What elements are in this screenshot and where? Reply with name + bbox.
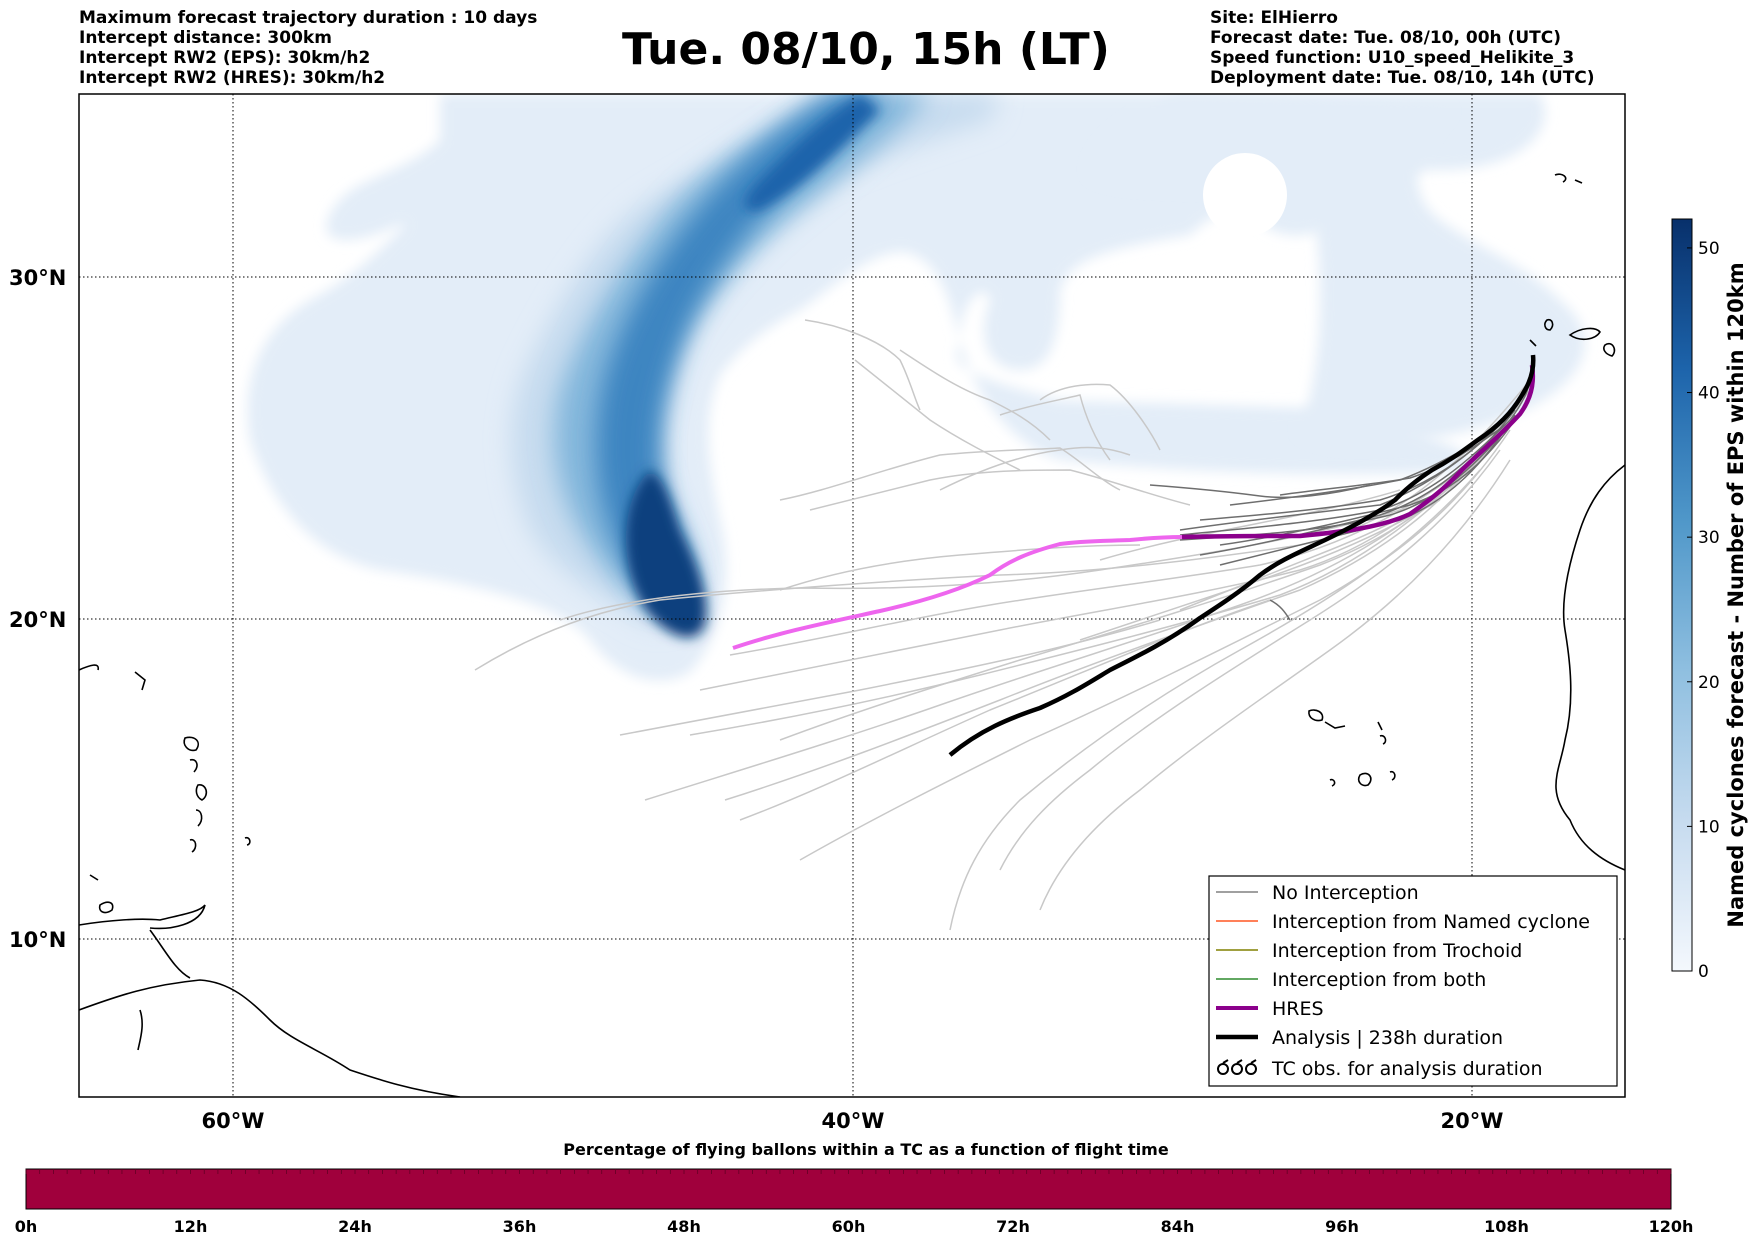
legend-label-no-interception: No Interception [1272, 882, 1419, 904]
colorbar-tick-label: 0 [1698, 962, 1709, 982]
analysis-track [948, 354, 1536, 757]
ensemble-track [1039, 459, 1511, 911]
ensemble-track [729, 439, 1501, 656]
ensemble-track [1039, 383, 1161, 451]
flight-time-bar: Percentage of flying ballons within a TC… [15, 1140, 1694, 1236]
legend-label-trochoid: Interception from Trochoid [1272, 940, 1522, 962]
flight-time-tick-label: 12h [174, 1217, 208, 1236]
flight-time-tick-label: 108h [1484, 1217, 1529, 1236]
legend-label-tc-obs: TC obs. for analysis duration [1271, 1058, 1543, 1080]
header-right-info: Site: ElHierro Forecast date: Tue. 08/10… [1210, 8, 1595, 88]
ensemble-track [809, 469, 1191, 511]
lon-tick-60w: 60°W [202, 1109, 265, 1133]
ensemble-track [939, 446, 1131, 491]
lat-tick-30n: 30°N [9, 266, 66, 290]
colorbar-tick-label: 20 [1698, 673, 1720, 693]
flight-time-tick-label: 36h [503, 1217, 537, 1236]
ensemble-track [1179, 359, 1534, 536]
legend-label-hres: HRES [1272, 998, 1324, 1020]
colorbar-tick-label: 40 [1698, 384, 1720, 404]
lon-tick-40w: 40°W [822, 1109, 885, 1133]
legend-label-named-cyclone: Interception from Named cyclone [1272, 911, 1590, 933]
lon-tick-20w: 20°W [1441, 1109, 1504, 1133]
ensemble-track [1099, 489, 1401, 561]
ensemble-track [854, 359, 1021, 471]
lat-tick-10n: 10°N [9, 928, 66, 952]
ensemble-track [999, 449, 1501, 871]
intercept-hres-text: Intercept RW2 (HRES): 30km/h2 [79, 68, 386, 88]
ensemble-track [644, 449, 1491, 801]
ensemble-track [999, 394, 1111, 461]
coastlines [79, 173, 1625, 1097]
flight-time-tick-label: 120h [1649, 1217, 1694, 1236]
flight-time-tick-label: 96h [1325, 1217, 1359, 1236]
colorbar-tick-label: 10 [1698, 817, 1720, 837]
lat-tick-20n: 20°N [9, 608, 66, 632]
colorbar-label: Named cyclones forecast - Number of EPS … [1724, 262, 1748, 927]
site-text: Site: ElHierro [1210, 8, 1338, 28]
cyclone-density-shading [247, 94, 1585, 681]
legend-label-analysis: Analysis | 238h duration [1272, 1027, 1503, 1049]
max-duration-text: Maximum forecast trajectory duration : 1… [79, 8, 538, 28]
speed-function-text: Speed function: U10_speed_Helikite_3 [1210, 48, 1575, 68]
ensemble-track [689, 439, 1501, 736]
tc-obs-symbol-icon [1217, 1059, 1257, 1075]
ensemble-track [804, 319, 921, 411]
deployment-date-text: Deployment date: Tue. 08/10, 14h (UTC) [1210, 68, 1595, 88]
intercept-eps-text: Intercept RW2 (EPS): 30km/h2 [79, 48, 371, 68]
intercept-distance-text: Intercept distance: 300km [79, 28, 332, 48]
ensemble-track [1149, 484, 1371, 499]
legend: No Interception Interception from Named … [1208, 875, 1618, 1087]
ensemble-track [1079, 499, 1441, 641]
page-title: Tue. 08/10, 15h (LT) [622, 24, 1110, 75]
ensemble-track [739, 599, 1271, 821]
flight-time-tick-label: 84h [1161, 1217, 1195, 1236]
ensemble-track [1269, 599, 1291, 621]
flight-time-tick-label: 0h [15, 1217, 38, 1236]
legend-label-both: Interception from both [1272, 969, 1486, 991]
ensemble-trajectories-light [474, 319, 1531, 931]
ensemble-track [619, 619, 1161, 736]
ensemble-track [779, 399, 1521, 741]
ensemble-track [779, 544, 1141, 591]
ensemble-track [1199, 419, 1506, 521]
ensemble-track [724, 419, 1511, 801]
ensemble-track [899, 349, 1051, 441]
hres-forecast-line [732, 535, 1183, 650]
colorbar-gradient [1671, 218, 1693, 972]
flight-time-bar-fill [25, 1168, 1672, 1210]
flight-time-tick-label: 48h [667, 1217, 701, 1236]
flight-time-tick-label: 60h [832, 1217, 866, 1236]
map-area [79, 94, 1625, 1097]
ensemble-track [799, 429, 1511, 861]
ensemble-track [1279, 424, 1506, 496]
flight-time-tick-label: 24h [338, 1217, 372, 1236]
colorbar: 0 10 20 30 40 50 Named cyclones forecast - Nu… [1671, 218, 1748, 982]
ensemble-track [949, 469, 1481, 931]
flight-time-bar-title: Percentage of flying ballons within a TC… [563, 1140, 1169, 1159]
hres-observed-line [1181, 364, 1536, 540]
map-frame [78, 93, 1626, 1098]
flight-time-tick-label: 72h [996, 1217, 1030, 1236]
colorbar-ticks: 0 10 20 30 40 50 [1687, 239, 1720, 982]
colorbar-tick-label: 30 [1698, 528, 1720, 548]
flight-time-bar-ticks: 0h 12h 24h 36h 48h 60h 72h 84h 96h 108h 120h [15, 1169, 1694, 1236]
header-left-info: Maximum forecast trajectory duration : 1… [79, 8, 537, 88]
colorbar-tick-label: 50 [1698, 239, 1720, 259]
forecast-date-text: Forecast date: Tue. 08/10, 00h (UTC) [1210, 28, 1561, 48]
ensemble-trajectories-dark [1149, 359, 1534, 621]
